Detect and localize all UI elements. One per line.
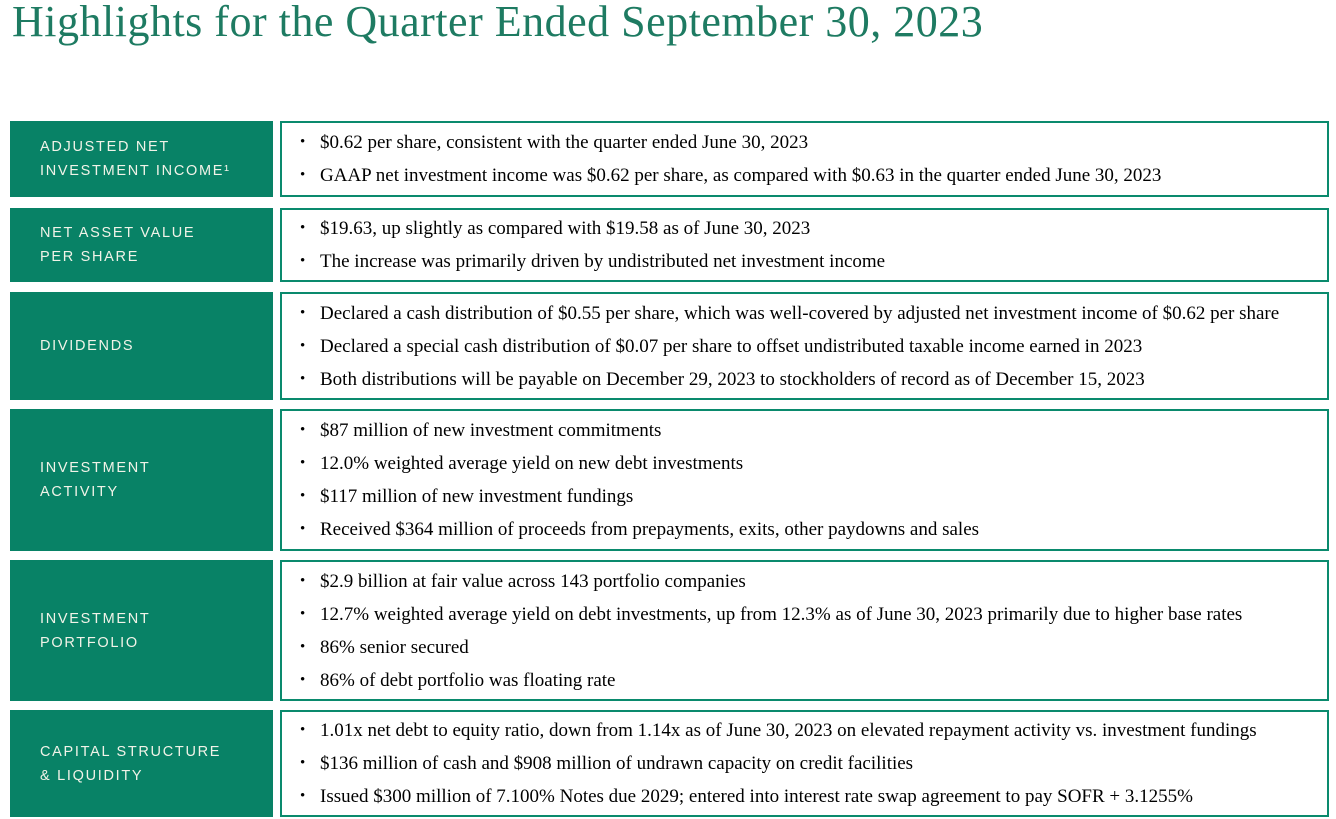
- bullet-item: The increase was primarily driven by und…: [298, 245, 1321, 278]
- bullet-item: $117 million of new investment fundings: [298, 480, 1321, 513]
- row-label-line: DIVIDENDS: [40, 338, 135, 354]
- bullet-item: 12.7% weighted average yield on debt inv…: [298, 598, 1321, 631]
- row-content: $19.63, up slightly as compared with $19…: [280, 208, 1329, 282]
- row-label-line: NET ASSET VALUE: [40, 225, 196, 241]
- highlights-table: ADJUSTED NET INVESTMENT INCOME¹ $0.62 pe…: [10, 121, 1329, 817]
- row-label-line: INVESTMENT INCOME¹: [40, 163, 231, 179]
- row-label-net-asset-value-per-share: NET ASSET VALUE PER SHARE: [10, 208, 273, 282]
- bullet-item: $2.9 billion at fair value across 143 po…: [298, 565, 1321, 598]
- bullet-list: $2.9 billion at fair value across 143 po…: [282, 565, 1327, 697]
- row-content: $0.62 per share, consistent with the qua…: [280, 121, 1329, 197]
- bullet-item: $87 million of new investment commitment…: [298, 414, 1321, 447]
- bullet-item: 86% senior secured: [298, 631, 1321, 664]
- row-net-asset-value-per-share: NET ASSET VALUE PER SHARE $19.63, up sli…: [10, 208, 1329, 282]
- row-label-line: & LIQUIDITY: [40, 767, 144, 784]
- bullet-item: Declared a special cash distribution of …: [298, 330, 1321, 363]
- row-adjusted-net-investment-income: ADJUSTED NET INVESTMENT INCOME¹ $0.62 pe…: [10, 121, 1329, 197]
- row-label-capital-structure-liquidity: CAPITAL STRUCTURE & LIQUIDITY: [10, 710, 273, 817]
- row-label-line: INVESTMENT: [40, 610, 151, 627]
- row-label-dividends: DIVIDENDS: [10, 292, 273, 400]
- row-label-investment-portfolio: INVESTMENT PORTFOLIO: [10, 560, 273, 701]
- bullet-item: $19.63, up slightly as compared with $19…: [298, 212, 1321, 245]
- bullet-item: 86% of debt portfolio was floating rate: [298, 664, 1321, 697]
- row-capital-structure-liquidity: CAPITAL STRUCTURE & LIQUIDITY 1.01x net …: [10, 710, 1329, 817]
- bullet-item: Declared a cash distribution of $0.55 pe…: [298, 297, 1321, 330]
- row-investment-activity: INVESTMENT ACTIVITY $87 million of new i…: [10, 409, 1329, 551]
- bullet-list: $0.62 per share, consistent with the qua…: [282, 126, 1327, 192]
- bullet-list: 1.01x net debt to equity ratio, down fro…: [282, 714, 1327, 813]
- row-label-investment-activity: INVESTMENT ACTIVITY: [10, 409, 273, 551]
- row-label-line: PORTFOLIO: [40, 634, 139, 651]
- row-dividends: DIVIDENDS Declared a cash distribution o…: [10, 292, 1329, 400]
- bullet-item: Issued $300 million of 7.100% Notes due …: [298, 780, 1321, 813]
- page-title: Highlights for the Quarter Ended Septemb…: [12, 0, 984, 46]
- bullet-item: $136 million of cash and $908 million of…: [298, 747, 1321, 780]
- bullet-item: Both distributions will be payable on De…: [298, 363, 1321, 396]
- bullet-item: GAAP net investment income was $0.62 per…: [298, 159, 1321, 192]
- bullet-list: $19.63, up slightly as compared with $19…: [282, 212, 1327, 278]
- row-content: $2.9 billion at fair value across 143 po…: [280, 560, 1329, 701]
- row-investment-portfolio: INVESTMENT PORTFOLIO $2.9 billion at fai…: [10, 560, 1329, 701]
- bullet-list: $87 million of new investment commitment…: [282, 414, 1327, 546]
- bullet-item: Received $364 million of proceeds from p…: [298, 513, 1321, 546]
- bullet-item: $0.62 per share, consistent with the qua…: [298, 126, 1321, 159]
- row-label-line: PER SHARE: [40, 249, 140, 265]
- bullet-item: 12.0% weighted average yield on new debt…: [298, 447, 1321, 480]
- row-label-line: INVESTMENT: [40, 460, 151, 476]
- row-label-adjusted-net-investment-income: ADJUSTED NET INVESTMENT INCOME¹: [10, 121, 273, 197]
- row-label-line: ACTIVITY: [40, 484, 119, 500]
- bullet-list: Declared a cash distribution of $0.55 pe…: [282, 297, 1327, 396]
- row-label-line: ADJUSTED NET: [40, 139, 170, 155]
- row-content: $87 million of new investment commitment…: [280, 409, 1329, 551]
- row-label-line: CAPITAL STRUCTURE: [40, 743, 222, 760]
- bullet-item: 1.01x net debt to equity ratio, down fro…: [298, 714, 1321, 747]
- row-content: 1.01x net debt to equity ratio, down fro…: [280, 710, 1329, 817]
- row-content: Declared a cash distribution of $0.55 pe…: [280, 292, 1329, 400]
